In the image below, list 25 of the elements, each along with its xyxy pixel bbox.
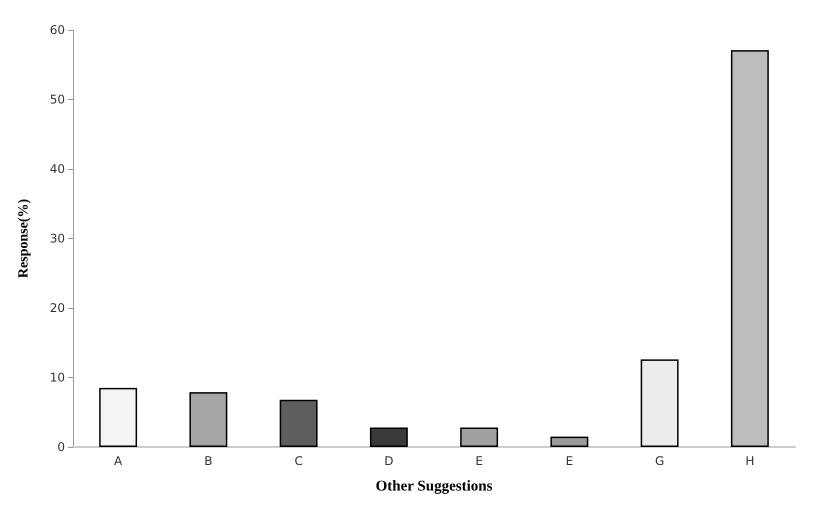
bar — [550, 436, 588, 447]
y-tick-label: 50 — [50, 92, 65, 106]
bar — [460, 428, 498, 447]
x-tick-label: E — [566, 454, 574, 468]
x-tick-label: C — [294, 454, 303, 468]
y-axis-title: Response(%) — [16, 198, 32, 278]
x-tick-label: A — [114, 454, 124, 468]
y-tick-label: 30 — [50, 232, 65, 246]
bar — [280, 400, 318, 447]
bar — [189, 392, 228, 447]
x-tick-label: D — [384, 454, 394, 468]
y-tick-label: 60 — [50, 23, 65, 37]
y-tick-label: 0 — [57, 440, 65, 454]
y-tick-label: 40 — [50, 162, 65, 176]
y-tick-label: 20 — [50, 301, 65, 315]
bar — [99, 388, 138, 447]
x-tick-label: E — [475, 454, 483, 468]
y-tick-label: 10 — [50, 370, 65, 384]
x-axis-title: Other Suggestions — [376, 478, 493, 494]
x-tick-label: G — [654, 454, 664, 468]
x-tick-label: H — [745, 454, 754, 468]
bar — [370, 428, 408, 447]
x-tick-label: B — [204, 454, 212, 468]
bar — [640, 359, 679, 447]
bar — [730, 50, 769, 447]
